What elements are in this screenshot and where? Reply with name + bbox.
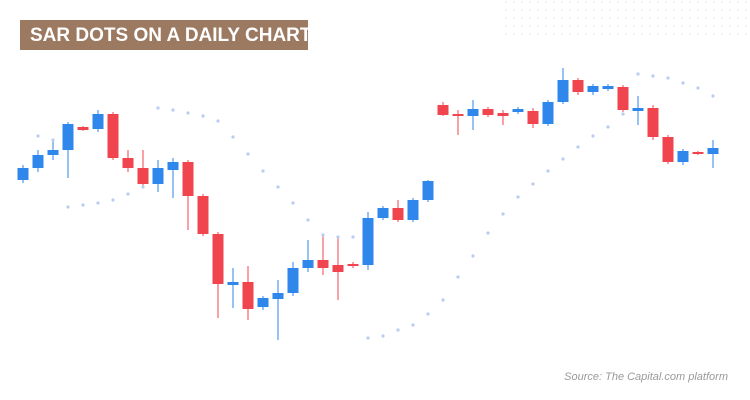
candle-body bbox=[407, 200, 419, 220]
candle-body bbox=[437, 105, 449, 115]
candle-body bbox=[47, 150, 59, 155]
sar-dot bbox=[186, 111, 190, 115]
candle-body bbox=[197, 196, 209, 234]
candle-body bbox=[257, 298, 269, 307]
candle-body bbox=[692, 152, 704, 154]
sar-dot bbox=[501, 212, 505, 216]
sar-dot bbox=[471, 254, 475, 258]
sar-dot bbox=[81, 203, 85, 207]
sar-dot bbox=[201, 114, 205, 118]
candle-body bbox=[167, 162, 179, 170]
candle-body bbox=[587, 86, 599, 92]
candle-body bbox=[242, 282, 254, 309]
candle-body bbox=[287, 268, 299, 293]
candle-body bbox=[317, 260, 329, 268]
candle-body bbox=[137, 168, 149, 184]
sar-dot bbox=[381, 334, 385, 338]
candle-body bbox=[497, 113, 509, 116]
candle-body bbox=[17, 168, 29, 180]
sar-dot bbox=[156, 106, 160, 110]
candle-body bbox=[602, 86, 614, 89]
candle-body bbox=[632, 108, 644, 111]
sar-dot bbox=[231, 135, 235, 139]
background-pattern bbox=[500, 0, 750, 40]
candle-body bbox=[647, 108, 659, 137]
candle-body bbox=[227, 282, 239, 285]
sar-dot bbox=[651, 74, 655, 78]
plot bbox=[17, 68, 719, 340]
title-box bbox=[20, 20, 308, 50]
sar-dot bbox=[276, 185, 280, 189]
candle-body bbox=[332, 265, 344, 272]
sar-dot bbox=[96, 201, 100, 205]
sar-dot bbox=[606, 125, 610, 129]
sar-dot bbox=[561, 157, 565, 161]
sar-dot bbox=[351, 235, 355, 239]
sar-dot bbox=[546, 169, 550, 173]
sar-dot bbox=[246, 152, 250, 156]
candle-body bbox=[617, 87, 629, 110]
candle-body bbox=[677, 151, 689, 162]
candle-body bbox=[527, 111, 539, 124]
source-note: Source: The Capital.com platform bbox=[564, 371, 728, 383]
candle-body bbox=[152, 168, 164, 184]
sar-dot bbox=[51, 138, 55, 142]
candle-body bbox=[77, 127, 89, 130]
sar-dot bbox=[681, 81, 685, 85]
candle-body bbox=[452, 114, 464, 116]
candle-body bbox=[107, 114, 119, 158]
candle-body bbox=[62, 124, 74, 150]
chart-title: SAR DOTS ON A DAILY CHART bbox=[30, 25, 312, 46]
candle-body bbox=[302, 260, 314, 268]
sar-dot bbox=[36, 134, 40, 138]
candle-body bbox=[362, 218, 374, 265]
sar-dot bbox=[321, 233, 325, 237]
candle-body bbox=[392, 208, 404, 220]
candle-body bbox=[182, 162, 194, 196]
sar-dot bbox=[456, 275, 460, 279]
sar-dot bbox=[576, 145, 580, 149]
candle-body bbox=[377, 208, 389, 218]
sar-dot bbox=[216, 119, 220, 123]
sar-dot bbox=[621, 112, 625, 116]
candle-body bbox=[572, 80, 584, 92]
sar-dot bbox=[336, 235, 340, 239]
sar-dot bbox=[486, 231, 490, 235]
sar-dot bbox=[666, 76, 670, 80]
candle-body bbox=[707, 148, 719, 154]
candle-body bbox=[542, 102, 554, 124]
sar-dot bbox=[441, 298, 445, 302]
sar-dot bbox=[411, 323, 415, 327]
sar-dot bbox=[66, 205, 70, 209]
candle-body bbox=[272, 293, 284, 299]
candle-body bbox=[32, 155, 44, 168]
candle-body bbox=[422, 181, 434, 200]
candle-body bbox=[92, 114, 104, 129]
sar-dot bbox=[636, 72, 640, 76]
candle-body bbox=[467, 109, 479, 116]
sar-dot bbox=[291, 201, 295, 205]
candle-body bbox=[122, 158, 134, 168]
sar-dot bbox=[171, 108, 175, 112]
candle-body bbox=[512, 109, 524, 112]
sar-dot bbox=[366, 336, 370, 340]
sar-dot bbox=[396, 328, 400, 332]
sar-dot bbox=[426, 312, 430, 316]
sar-dot bbox=[261, 169, 265, 173]
sar-dot bbox=[141, 185, 145, 189]
sar-dot bbox=[306, 218, 310, 222]
sar-dot bbox=[126, 192, 130, 196]
sar-dot bbox=[531, 182, 535, 186]
candle-body bbox=[212, 234, 224, 284]
candle-body bbox=[557, 80, 569, 102]
sar-dot bbox=[591, 134, 595, 138]
sar-dot bbox=[711, 94, 715, 98]
candle-body bbox=[662, 137, 674, 162]
candle-body bbox=[347, 264, 359, 266]
sar-dot bbox=[696, 86, 700, 90]
sar-dot bbox=[516, 195, 520, 199]
sar-dot bbox=[111, 198, 115, 202]
candle-body bbox=[482, 109, 494, 115]
